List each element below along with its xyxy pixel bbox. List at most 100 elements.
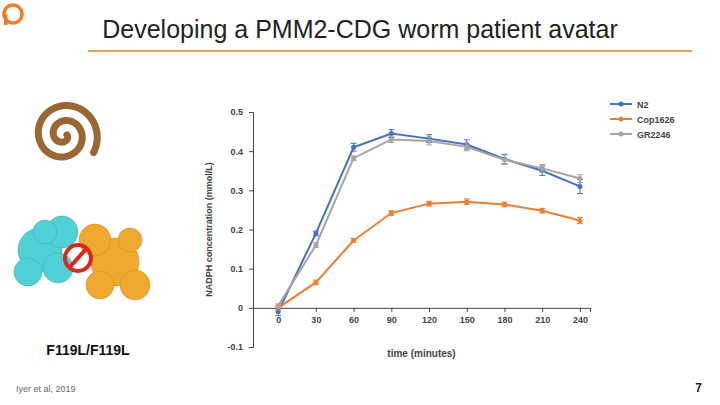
error-bar [501, 202, 507, 207]
tick-label: 60 [349, 315, 359, 325]
tick-label: 0 [238, 303, 243, 313]
error-cap [577, 193, 583, 194]
error-cap [464, 150, 470, 151]
error-cap [577, 182, 583, 183]
tick: 60 [349, 308, 359, 325]
legend-marker [619, 102, 624, 107]
worm-icon [38, 106, 97, 157]
tick: 0.4 [230, 147, 253, 157]
legend-label: Cop1626 [637, 115, 675, 125]
error-bar [501, 155, 507, 164]
point [577, 218, 582, 223]
error-cap [539, 175, 545, 176]
tick-mark [316, 308, 317, 312]
tick-label: 0.4 [230, 147, 243, 157]
tick-mark [249, 112, 253, 113]
point [427, 138, 432, 143]
point [502, 157, 507, 162]
point [427, 201, 432, 206]
tick-label: 90 [387, 315, 397, 325]
tick-label: 210 [535, 315, 550, 325]
tick-label: -0.1 [227, 342, 243, 352]
error-cap [501, 164, 507, 165]
legend-marker [619, 132, 624, 137]
series-line [278, 202, 580, 308]
error-bar [539, 166, 545, 175]
error-cap [539, 172, 545, 173]
prohibit-slash [70, 249, 86, 267]
error-bar [426, 201, 432, 206]
axis-line [254, 308, 591, 312]
legend-item: N2 [610, 100, 649, 110]
tick-mark [580, 308, 581, 312]
tick-label: 0.1 [230, 264, 243, 274]
protein-icon [14, 216, 150, 300]
tick: 240 [573, 308, 588, 325]
x-axis: 0306090120150180210240 [254, 308, 591, 325]
prohibit-ring [65, 245, 91, 271]
point [313, 231, 318, 236]
tick-mark [504, 308, 505, 312]
plot-area [275, 130, 583, 316]
tick: 120 [422, 308, 437, 325]
page-number: 7 [695, 381, 702, 395]
tick-label: 240 [573, 315, 588, 325]
tick-mark [467, 308, 468, 312]
y-axis-title: NADPH concentration (mmol/L) [204, 162, 214, 297]
point [389, 137, 394, 142]
tick-label: 180 [497, 315, 512, 325]
error-cap [351, 151, 357, 152]
error-cap [464, 139, 470, 140]
error-cap [577, 217, 583, 218]
error-bar [388, 211, 394, 216]
error-bar [351, 143, 357, 151]
error-bar [464, 140, 470, 149]
error-cap [464, 142, 470, 143]
error-bar [577, 175, 583, 183]
error-bar [275, 304, 281, 308]
chart: -0.100.10.20.30.40.503060901201501802102… [204, 100, 675, 360]
point [464, 199, 469, 204]
point [577, 184, 582, 189]
x-axis-title: time (minutes) [387, 348, 455, 359]
point [464, 144, 469, 149]
tick-mark [249, 269, 253, 270]
tick-mark [249, 347, 253, 348]
series [275, 130, 583, 316]
error-bar [539, 208, 545, 213]
point [540, 208, 545, 213]
tick-mark [354, 308, 355, 312]
tick-mark [391, 308, 392, 312]
protein-blob [14, 258, 42, 286]
point [313, 280, 318, 285]
tick: -0.1 [227, 342, 253, 352]
protein-blob [118, 228, 142, 252]
title-rule [88, 50, 692, 52]
tick-mark [249, 230, 253, 231]
error-bar [313, 231, 319, 236]
point [351, 145, 356, 150]
error-bar [351, 239, 357, 243]
tick-label: 0.2 [230, 225, 243, 235]
error-bar [313, 280, 319, 285]
error-cap [501, 155, 507, 156]
point [502, 202, 507, 207]
error-bar [388, 136, 394, 142]
error-cap [577, 174, 583, 175]
point [540, 166, 545, 171]
series-line [278, 139, 580, 305]
tick: 180 [497, 308, 512, 325]
protein-blob [120, 270, 150, 300]
point [351, 238, 356, 243]
error-bar [351, 156, 357, 161]
error-bar [577, 217, 583, 223]
error-cap [351, 143, 357, 144]
axis-line [249, 113, 254, 348]
tick: 0.5 [230, 107, 253, 117]
y-axis: -0.100.10.20.30.40.5 [227, 107, 253, 352]
error-cap [501, 154, 507, 155]
tick-mark [249, 308, 253, 309]
legend-item: GR2246 [610, 130, 671, 140]
tick: 90 [387, 308, 397, 325]
error-bar [464, 143, 470, 151]
